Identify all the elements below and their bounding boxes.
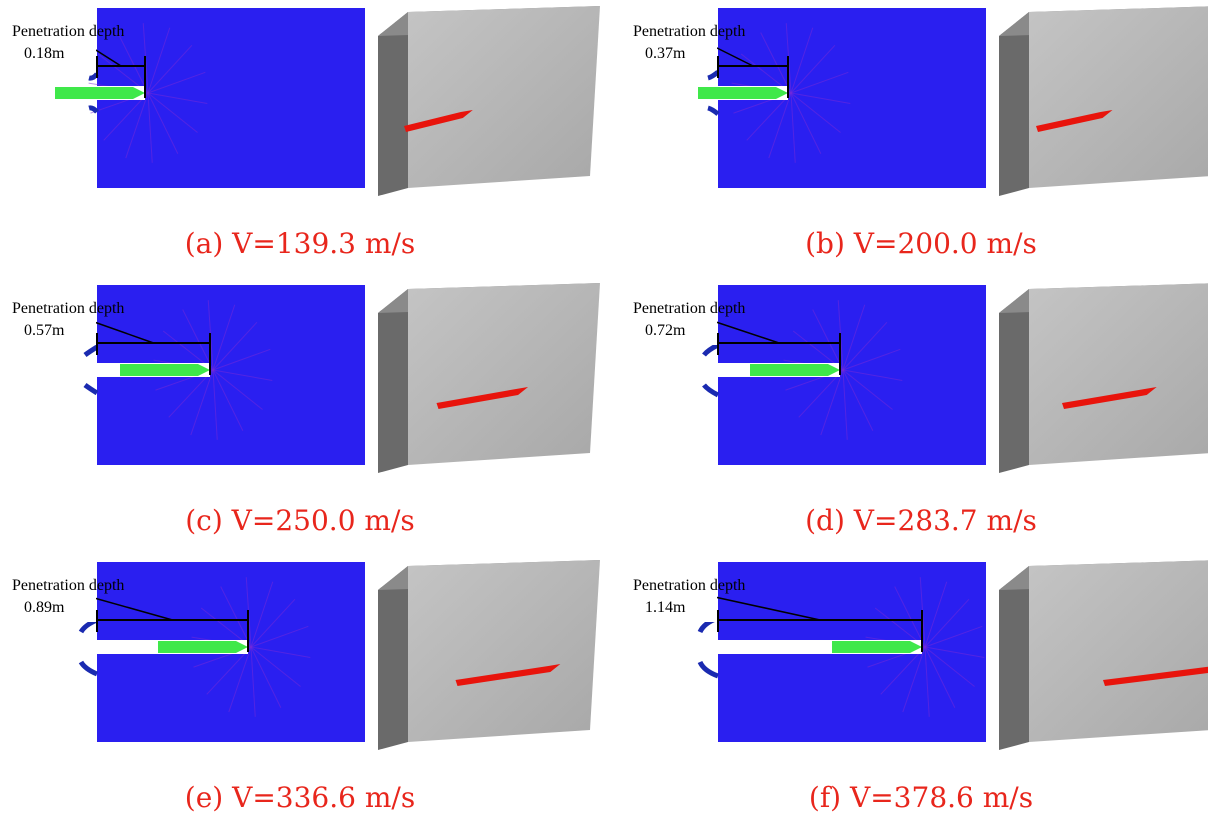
penetration-label: Penetration depth xyxy=(633,23,745,40)
caption: (f) V=378.6 m/s xyxy=(809,781,1033,814)
block-side xyxy=(378,289,408,473)
block-front xyxy=(1029,560,1208,742)
depth-value: 0.89m xyxy=(24,599,65,616)
caption: (d) V=283.7 m/s xyxy=(805,504,1037,537)
block-side xyxy=(378,566,408,750)
panel: Penetration depth 0.18m xyxy=(8,6,600,196)
block-front xyxy=(1029,283,1208,465)
panel: Penetration depth 0.37m xyxy=(629,6,1208,196)
caption: (e) V=336.6 m/s xyxy=(185,781,415,814)
penetration-label: Penetration depth xyxy=(633,577,745,594)
depth-value: 0.72m xyxy=(645,322,686,339)
depth-value: 0.18m xyxy=(24,45,65,62)
block-side xyxy=(999,12,1029,196)
depth-value: 1.14m xyxy=(645,599,686,616)
penetration-label: Penetration depth xyxy=(633,300,745,317)
penetration-label: Penetration depth xyxy=(12,577,124,594)
penetration-label: Penetration depth xyxy=(12,23,124,40)
depth-value: 0.57m xyxy=(24,322,65,339)
caption: (b) V=200.0 m/s xyxy=(805,227,1037,260)
caption: (c) V=250.0 m/s xyxy=(185,504,415,537)
panel: Penetration depth 0.89m xyxy=(8,560,600,750)
panel: Penetration depth 0.72m xyxy=(629,283,1208,473)
projectile xyxy=(832,641,922,653)
projectile xyxy=(698,87,788,99)
projectile xyxy=(750,364,840,376)
projectile xyxy=(158,641,248,653)
penetration-label: Penetration depth xyxy=(12,300,124,317)
figure: Penetration depth 0.18m (a) V=139.3 m/s Pen… xyxy=(0,0,1208,815)
block-front xyxy=(1029,6,1208,188)
block-front xyxy=(408,6,600,188)
block-side xyxy=(999,289,1029,473)
block-side xyxy=(999,566,1029,750)
block-front xyxy=(408,283,600,465)
projectile xyxy=(55,87,145,99)
panel: Penetration depth 1.14m xyxy=(629,560,1208,750)
depth-value: 0.37m xyxy=(645,45,686,62)
panel: Penetration depth 0.57m xyxy=(8,283,600,473)
block-side xyxy=(378,12,408,196)
caption: (a) V=139.3 m/s xyxy=(185,227,416,260)
block-front xyxy=(408,560,600,742)
projectile xyxy=(120,364,210,376)
